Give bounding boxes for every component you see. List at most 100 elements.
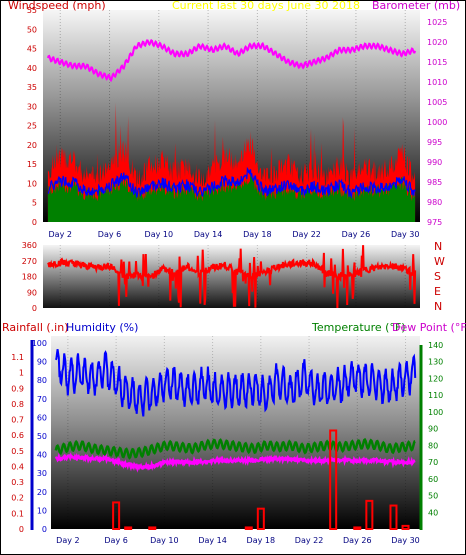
humidity-tick-label: 50 [37,432,47,441]
compass-label: S [434,270,441,283]
compass-label: W [434,255,445,268]
temperature-tick-label: 70 [428,458,438,467]
bottom-day-label: Day 26 [343,536,372,545]
temperature-tick-label: 50 [428,492,438,501]
rainfall-bar [401,524,410,531]
rainfall-bar [244,526,253,530]
temperature-tick-label: 130 [428,358,443,367]
barometer-axis-title: Barometer (mb) [372,0,460,12]
humidity-tick-label: 70 [37,395,47,404]
direction-series-layer [47,245,417,309]
humidity-tick-label: 20 [37,488,47,497]
top-day-label: Day 18 [243,230,272,239]
rainfall-tick-label: 0.7 [11,416,24,425]
humidity-tick-label: 60 [37,413,47,422]
rainfall-bar [256,507,265,531]
barometer-tick-label: 1005 [427,98,447,107]
rainfall-tick-labels: 0 0.1 0.2 0.3 0.4 0.5 0.6 0.7 0.8 0.9 1 1.1 [11,353,24,534]
windspeed-tick-label: 10 [27,179,37,188]
rainfall-bar [148,526,157,530]
barometer-tick-label: 995 [427,138,442,147]
barometer-tick-label: 1000 [427,118,447,127]
temperature-tick-label: 40 [428,508,438,517]
barometer-tick-label: 975 [427,218,442,227]
barometer-tick-labels: 975 980 985 990 995 1000 1005 1010 1015 1020 1025 [427,18,447,227]
rainfall-tick-label: 0.8 [11,400,24,409]
rainfall-bar [112,501,121,530]
top-series-layer [46,38,417,222]
rainfall-bar [353,526,362,530]
temperature-tick-label: 80 [428,441,438,450]
rainfall-tick-label: 1 [19,369,24,378]
windspeed-tick-label: 35 [27,83,37,92]
humidity-series [54,349,417,417]
windspeed-tick-label: 40 [27,64,37,73]
humidity-tick-label: 10 [37,506,47,515]
temperature-tick-label: 140 [428,341,443,350]
chart-title: Current last 30 days June 30 2018 [172,0,360,12]
windspeed-tick-label: 45 [27,45,37,54]
windspeed-tick-label: 5 [32,199,37,208]
barometer-tick-label: 1020 [427,38,447,47]
windspeed-tick-label: 25 [27,122,37,131]
windspeed-tick-label: 55 [27,6,37,15]
temperature-tick-label: 90 [428,425,438,434]
top-day-label: Day 30 [391,230,420,239]
top-day-label: Day 26 [342,230,371,239]
compass-label: E [434,285,441,298]
bottom-day-label: Day 2 [56,536,79,545]
top-day-label: Day 22 [292,230,321,239]
rainfall-tick-label: 0.6 [11,431,24,440]
humidity-axis-title: Humidity (%) [66,321,138,334]
top-day-label: Day 10 [145,230,174,239]
compass-label: N [434,240,442,253]
bottom-day-label: Day 22 [295,536,324,545]
barometer-tick-label: 1015 [427,58,447,67]
direction-tick-label: 270 [22,257,37,266]
direction-tick-labels: 0 90 180 270 360 [22,241,37,313]
barometer-tick-label: 1025 [427,18,447,27]
rainfall-bar [329,429,338,530]
bottom-gridlines [67,336,407,529]
bottom-day-label: Day 6 [104,536,127,545]
windspeed-tick-label: 50 [27,25,37,34]
rainfall-tick-label: 0.4 [11,462,24,471]
rainfall-tick-label: 0.9 [11,384,24,393]
top-day-tick-labels: Day 2 Day 6 Day 10 Day 14 Day 18 Day 22 Day 26… [49,230,420,239]
windspeed-axis-title: Windspeed (mph) [8,0,106,12]
temperature-axis-title: Temperature (°F) [311,321,406,334]
humidity-tick-label: 30 [37,469,47,478]
temperature-tick-label: 110 [428,391,443,400]
humidity-tick-label: 0 [42,525,47,534]
rainfall-bar [389,504,398,530]
rainfall-tick-label: 0.2 [11,494,24,503]
wind-average-series [47,166,416,200]
bottom-day-label: Day 30 [391,536,420,545]
wind-base-series [47,170,416,222]
windspeed-tick-label: 0 [32,218,37,227]
dew-point-series [54,452,416,473]
windspeed-tick-label: 15 [27,160,37,169]
barometer-tick-label: 1010 [427,78,447,87]
temperature-series [54,437,416,460]
humidity-tick-label: 40 [37,451,47,460]
rainfall-bar [124,526,133,530]
bottom-day-label: Day 14 [198,536,227,545]
rainfall-tick-label: 0 [19,525,24,534]
rainfall-tick-label: 0.3 [11,478,24,487]
direction-tick-label: 90 [27,288,37,297]
top-gridlines [59,10,406,222]
bottom-day-label: Day 18 [247,536,276,545]
windspeed-tick-label: 30 [27,102,37,111]
direction-tick-label: 180 [22,273,37,282]
bottom-day-label: Day 10 [150,536,179,545]
temperature-tick-label: 60 [428,475,438,484]
barometer-tick-label: 980 [427,198,442,207]
top-day-label: Day 2 [49,230,72,239]
barometer-tick-label: 990 [427,158,442,167]
compass-label: N [434,300,442,313]
direction-tick-label: 0 [32,304,37,313]
temperature-tick-label: 120 [428,374,443,383]
temperature-tick-label: 100 [428,408,443,417]
